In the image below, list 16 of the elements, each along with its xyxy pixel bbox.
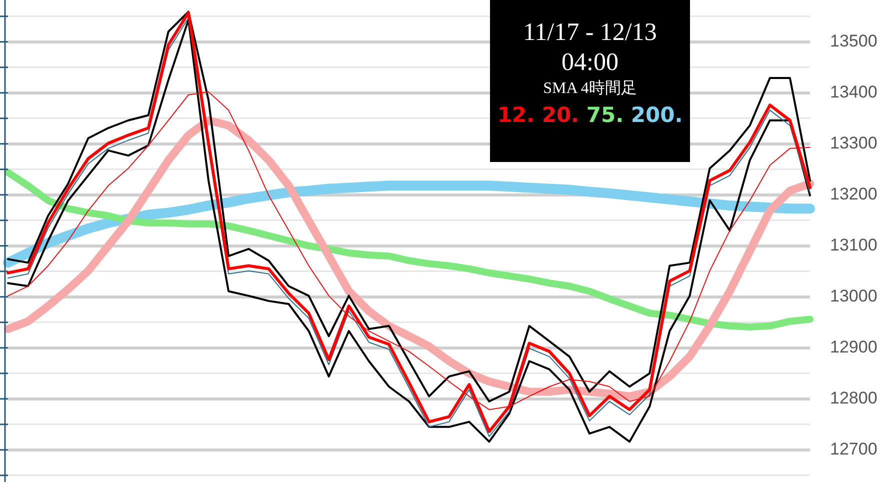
y-tick-label: 13300	[830, 134, 878, 153]
y-tick-label: 13000	[830, 286, 878, 306]
text: 11/17 - 12/13	[522, 18, 658, 48]
text: 12.	[497, 103, 536, 127]
y-tick-label: 12800	[830, 388, 878, 408]
y-tick-label: 13500	[830, 32, 878, 51]
text: 20.	[542, 103, 580, 127]
legend-title: SMA 4時間足	[542, 78, 638, 99]
y-tick-label: 13200	[830, 184, 878, 204]
text: 04:00	[560, 48, 620, 78]
text: 200.	[630, 103, 683, 127]
y-tick-label: 13400	[830, 82, 878, 102]
text: 75.	[586, 103, 625, 127]
y-tick-label: 12900	[830, 338, 878, 357]
y-tick-label: 13100	[830, 236, 878, 255]
y-tick-label: 12700	[830, 440, 878, 459]
